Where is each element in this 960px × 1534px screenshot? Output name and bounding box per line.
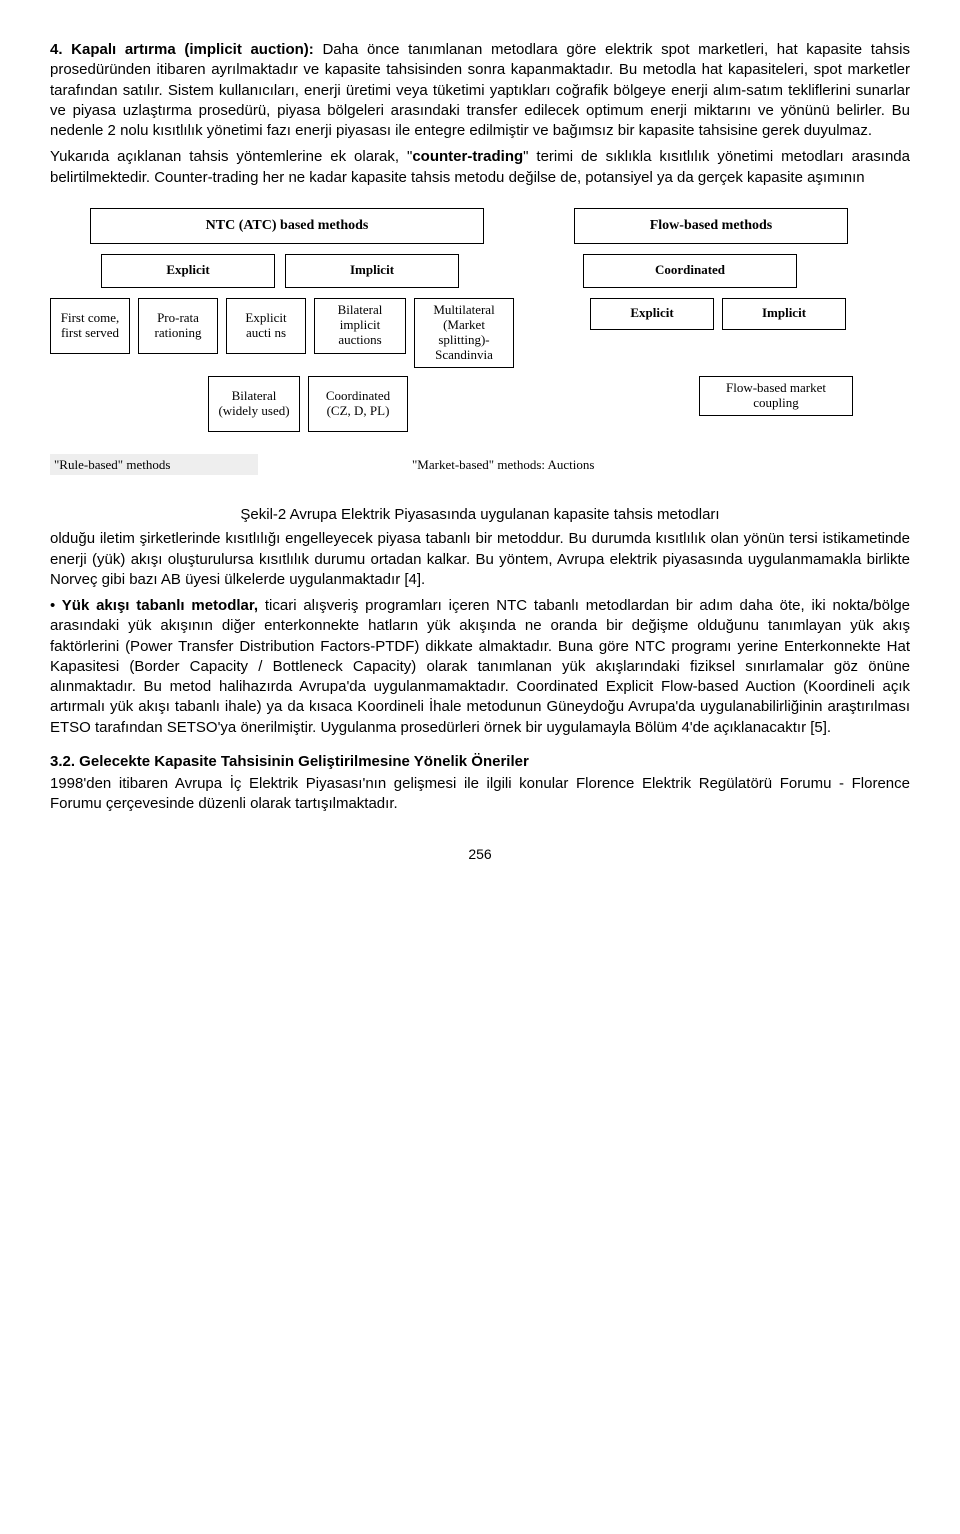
p2-bold: counter-trading xyxy=(412,148,523,165)
box-explicit-ntc: Explicit xyxy=(101,254,275,288)
para-2: Yukarıda açıklanan tahsis yöntemlerine e… xyxy=(50,147,910,188)
box-coordinated: Coordinated xyxy=(583,254,797,288)
diagram-leaves-2: Bilateral (widely used) Coordinated (CZ,… xyxy=(50,376,910,432)
page-number: 256 xyxy=(50,845,910,864)
leaf-explicit-auctions: Explicit aucti ns xyxy=(226,298,306,354)
diagram-leaves-1: First come, first served Pro-rata ration… xyxy=(50,298,910,368)
p2a: Yukarıda açıklanan tahsis yöntemlerine e… xyxy=(50,148,412,165)
leaf-flow-coupling: Flow-based market coupling xyxy=(699,376,853,416)
box-ntc-methods: NTC (ATC) based methods xyxy=(90,208,484,244)
p1-bold: Kapalı artırma (implicit auction): xyxy=(63,41,323,58)
figure-caption: Şekil-2 Avrupa Elektrik Piyasasında uygu… xyxy=(50,505,910,525)
p1-num: 4. xyxy=(50,41,63,58)
lvl2-right: Coordinated xyxy=(560,254,820,288)
p4-bold: Yük akışı tabanlı metodlar, xyxy=(55,597,265,614)
section-3-2-title: 3.2. Gelecekte Kapasite Tahsisinin Geliş… xyxy=(50,752,910,772)
p4-rest: ticari alışveriş programları içeren NTC … xyxy=(50,597,910,736)
leaf-bilateral-widely: Bilateral (widely used) xyxy=(208,376,300,432)
diagram-row-2: Explicit Implicit Coordinated xyxy=(90,254,910,288)
leaf-coordinated-cz: Coordinated (CZ, D, PL) xyxy=(308,376,408,432)
label-rule-based: "Rule-based" methods xyxy=(50,454,258,476)
para-3: olduğu iletim şirketlerinde kısıtlılığı … xyxy=(50,529,910,590)
label-market-based: "Market-based" methods: Auctions xyxy=(408,454,598,476)
para-5: 1998'den itibaren Avrupa İç Elektrik Piy… xyxy=(50,774,910,815)
leaf-prorata: Pro-rata rationing xyxy=(138,298,218,354)
lvl2-left: Explicit Implicit xyxy=(90,254,470,288)
leaf-flow-explicit: Explicit xyxy=(590,298,714,330)
para-4: • Yük akışı tabanlı metodlar, ticari alı… xyxy=(50,596,910,738)
leaf-multilateral: Multilateral (Market splitting)- Scandin… xyxy=(414,298,514,368)
para-1: 4. Kapalı artırma (implicit auction): Da… xyxy=(50,40,910,141)
box-implicit-ntc: Implicit xyxy=(285,254,459,288)
box-flow-methods: Flow-based methods xyxy=(574,208,848,244)
leaf-flow-implicit: Implicit xyxy=(722,298,846,330)
leaf-fcfs: First come, first served xyxy=(50,298,130,354)
label-gap xyxy=(258,454,408,476)
methods-diagram: NTC (ATC) based methods Flow-based metho… xyxy=(50,208,910,475)
leaf-bilateral-implicit: Bilateral implicit auctions xyxy=(314,298,406,354)
diagram-row-top: NTC (ATC) based methods Flow-based metho… xyxy=(90,208,910,244)
diagram-bottom-labels: "Rule-based" methods "Market-based" meth… xyxy=(50,454,910,476)
